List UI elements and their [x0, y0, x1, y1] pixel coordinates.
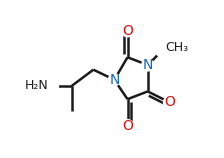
Text: H₂N: H₂N: [25, 79, 48, 92]
Text: O: O: [164, 95, 175, 109]
Circle shape: [38, 76, 58, 96]
Circle shape: [108, 74, 120, 86]
Text: N: N: [109, 73, 120, 87]
Circle shape: [164, 96, 175, 108]
Circle shape: [155, 38, 175, 58]
Text: O: O: [122, 24, 133, 38]
Circle shape: [122, 120, 134, 131]
Text: N: N: [142, 58, 153, 72]
Text: O: O: [122, 118, 133, 133]
Circle shape: [142, 59, 154, 71]
Circle shape: [122, 25, 134, 37]
Text: CH₃: CH₃: [165, 41, 188, 55]
